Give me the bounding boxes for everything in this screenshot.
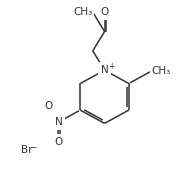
Text: O: O bbox=[44, 101, 53, 111]
Text: Br: Br bbox=[21, 145, 32, 155]
Text: +: + bbox=[108, 62, 115, 71]
Text: O: O bbox=[54, 137, 63, 147]
Text: O: O bbox=[100, 7, 109, 17]
Text: N: N bbox=[101, 65, 108, 75]
Text: CH₃: CH₃ bbox=[152, 66, 171, 76]
Text: N: N bbox=[55, 117, 62, 127]
Text: −: − bbox=[31, 143, 37, 152]
Text: CH₃: CH₃ bbox=[74, 7, 93, 17]
